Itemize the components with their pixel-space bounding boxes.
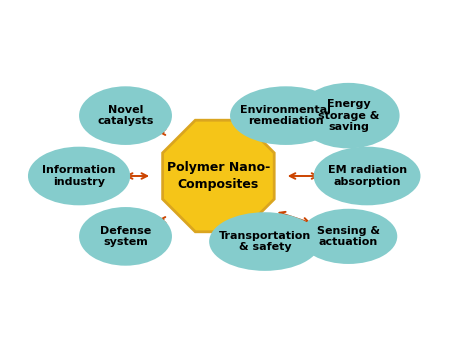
Text: Polymer Nano-
Composites: Polymer Nano- Composites bbox=[167, 161, 270, 191]
Ellipse shape bbox=[79, 207, 172, 266]
Text: Information
industry: Information industry bbox=[42, 165, 116, 187]
Ellipse shape bbox=[230, 86, 341, 145]
Text: EM radiation
absorption: EM radiation absorption bbox=[328, 165, 407, 187]
Ellipse shape bbox=[314, 147, 420, 205]
Ellipse shape bbox=[28, 147, 130, 205]
Polygon shape bbox=[163, 120, 274, 232]
Text: Defense
system: Defense system bbox=[100, 226, 151, 247]
Text: Novel
catalysts: Novel catalysts bbox=[97, 105, 154, 126]
Text: Sensing &
actuation: Sensing & actuation bbox=[317, 226, 380, 247]
Text: Transportation
& safety: Transportation & safety bbox=[219, 231, 311, 252]
Ellipse shape bbox=[209, 212, 320, 271]
Ellipse shape bbox=[297, 83, 400, 149]
Text: Environmental
remediation: Environmental remediation bbox=[240, 105, 331, 126]
Text: Energy
storage &
saving: Energy storage & saving bbox=[318, 99, 379, 132]
Ellipse shape bbox=[300, 209, 397, 264]
Ellipse shape bbox=[79, 86, 172, 145]
